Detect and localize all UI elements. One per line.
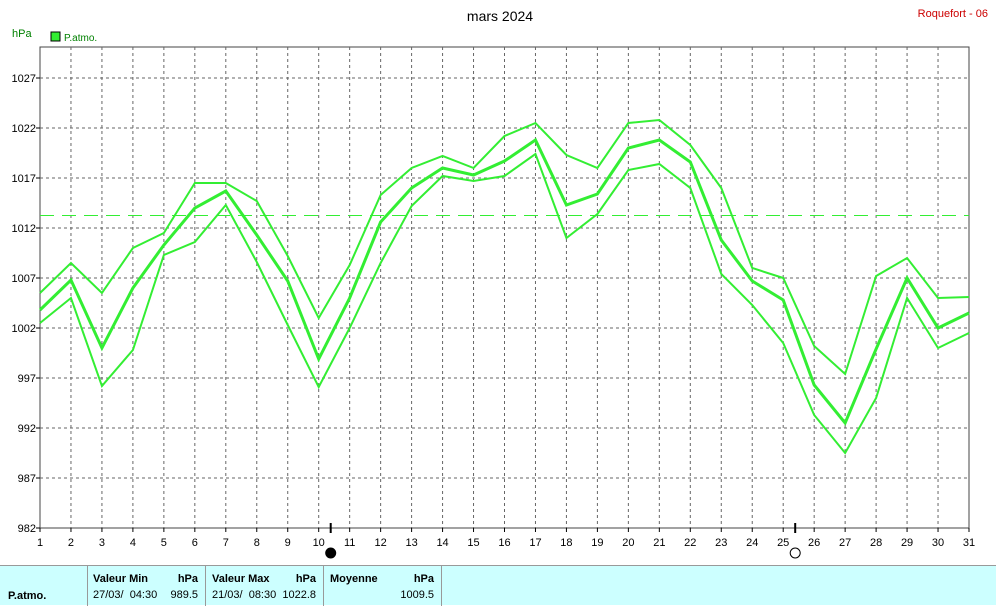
y-tick-label: 1012 [12, 223, 36, 235]
x-tick-label: 28 [870, 537, 882, 549]
x-tick-label: 15 [467, 537, 479, 549]
new-moon-icon [325, 547, 337, 559]
x-tick-label: 3 [99, 537, 105, 549]
x-tick-label: 19 [591, 537, 603, 549]
x-tick-label: 17 [529, 537, 541, 549]
y-tick-label: 987 [18, 473, 36, 485]
x-tick-label: 22 [684, 537, 696, 549]
avg-unit: hPa [413, 573, 434, 585]
x-tick-label: 29 [901, 537, 913, 549]
y-tick-label: 997 [18, 373, 36, 385]
x-tick-label: 18 [560, 537, 572, 549]
x-tick-label: 27 [839, 537, 851, 549]
min-value: 989.5 [170, 589, 198, 601]
full-moon-icon [789, 547, 801, 559]
avg-value: 1009.5 [400, 589, 434, 601]
y-axis-unit: hPa [12, 28, 32, 40]
y-tick-label: 1027 [12, 73, 36, 85]
y-tick-label: 1007 [12, 273, 36, 285]
x-tick-label: 10 [313, 537, 325, 549]
avg-header: Moyenne [330, 573, 378, 585]
x-tick-label: 2 [68, 537, 74, 549]
stats-bar: P.atmo. Valeur Min hPa 27/03/ 04:30 989.… [0, 565, 996, 606]
series-line-max [39, 118, 970, 376]
x-tick-label: 24 [746, 537, 758, 549]
station-name: Roquefort - 06 [918, 8, 988, 20]
x-tick-label: 13 [405, 537, 417, 549]
x-tick-label: 26 [808, 537, 820, 549]
y-tick-label: 1017 [12, 173, 36, 185]
x-tick-label: 25 [777, 537, 789, 549]
legend-swatch [50, 31, 61, 42]
stats-row-label: P.atmo. [8, 590, 47, 602]
x-tick-label: 14 [436, 537, 448, 549]
stats-avg-cell: Moyenne hPa 1009.5 [324, 566, 442, 606]
max-header: Valeur Max [212, 573, 270, 585]
x-tick-label: 7 [223, 537, 229, 549]
x-tick-label: 8 [254, 537, 260, 549]
chart-title: mars 2024 [467, 8, 533, 24]
x-tick-label: 12 [375, 537, 387, 549]
y-tick-label: 1022 [12, 123, 36, 135]
series-line-min [39, 152, 970, 455]
min-header: Valeur Min [93, 573, 149, 585]
y-tick-label: 1002 [12, 323, 36, 335]
min-unit: hPa [177, 573, 198, 585]
x-tick-label: 6 [192, 537, 198, 549]
x-tick-label: 11 [344, 537, 355, 549]
x-tick-label: 4 [130, 537, 136, 549]
stats-row-label-cell: P.atmo. [0, 566, 88, 606]
x-tick-label: 30 [932, 537, 944, 549]
min-date: 27/03/ 04:30 [93, 589, 158, 601]
x-tick-label: 23 [715, 537, 727, 549]
max-value: 1022.8 [282, 589, 316, 601]
max-unit: hPa [295, 573, 316, 585]
x-tick-label: 20 [622, 537, 634, 549]
y-tick-label: 992 [18, 423, 36, 435]
stats-max-cell: Valeur Max hPa 21/03/ 08:30 1022.8 [206, 566, 324, 606]
max-date: 21/03/ 08:30 [212, 589, 277, 601]
x-tick-label: 21 [653, 537, 665, 549]
x-tick-label: 5 [161, 537, 167, 549]
y-tick-label: 982 [18, 523, 36, 535]
stats-min-cell: Valeur Min hPa 27/03/ 04:30 989.5 [88, 566, 206, 606]
x-tick-label: 16 [498, 537, 510, 549]
pressure-chart: mars 2024 Roquefort - 06 hPa P.atmo. 982… [12, 8, 988, 559]
x-tick-label: 1 [37, 537, 43, 549]
x-tick-label: 31 [963, 537, 975, 549]
legend-label: P.atmo. [64, 33, 97, 44]
x-tick-label: 9 [285, 537, 291, 549]
series-line-average [38, 137, 970, 426]
